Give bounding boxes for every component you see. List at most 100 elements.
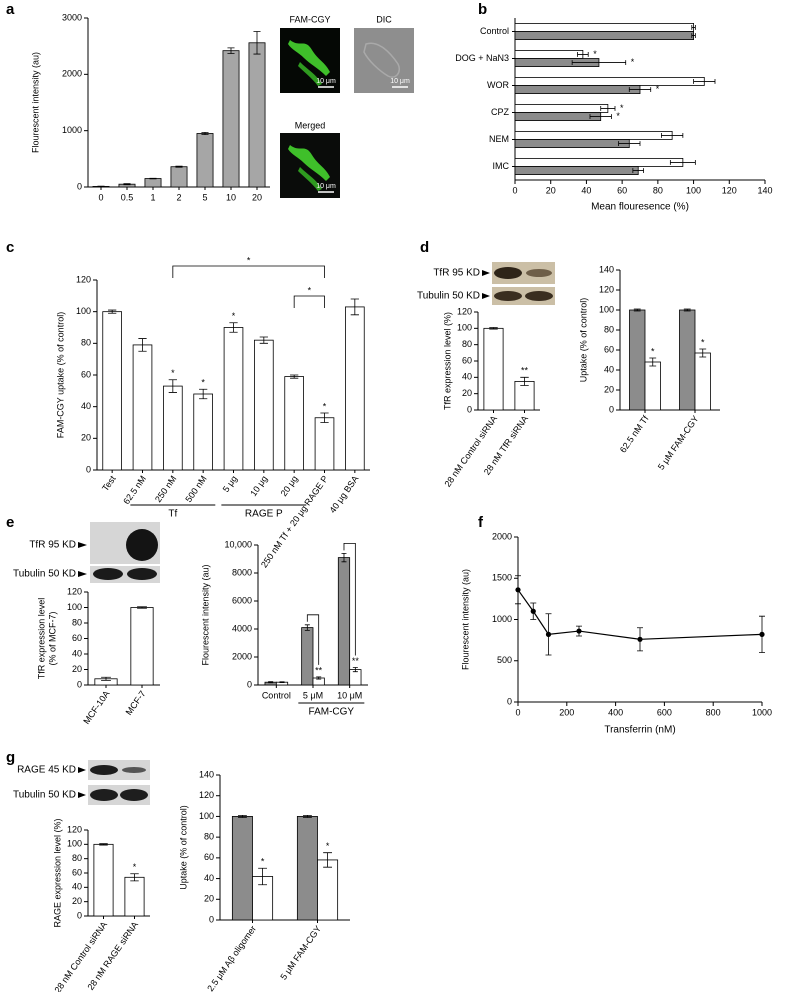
- y-tick-label: 0: [86, 464, 91, 474]
- significance-marker: *: [616, 111, 620, 121]
- x-tick-label: 400: [608, 707, 623, 717]
- bar: [193, 393, 213, 471]
- y-tick-label: 2000: [492, 531, 512, 541]
- bar: [223, 327, 244, 471]
- blot-arrow: [482, 293, 490, 299]
- error-bar: [520, 376, 529, 386]
- bracket-label: *: [308, 285, 312, 295]
- error-bar: [290, 374, 299, 379]
- cell-outline: [363, 42, 400, 78]
- error-bar: [341, 553, 347, 563]
- bar: [196, 133, 214, 188]
- y-tick-label: 10,000: [224, 539, 252, 549]
- blot-band: [122, 767, 146, 773]
- blot-arrow: [78, 767, 86, 773]
- error-bar: [199, 388, 208, 400]
- x-tick-label: 1: [150, 192, 155, 202]
- blot-label: Tubulin 50 KD: [417, 291, 480, 302]
- significance-marker: **: [352, 656, 360, 666]
- y-tick-label: Control: [480, 26, 509, 36]
- blot-label: Tubulin 50 KD: [13, 790, 76, 801]
- blot-band: [90, 789, 118, 801]
- y-axis-title: Uptake (% of control): [578, 298, 588, 383]
- point: [637, 636, 643, 642]
- blot-band: [93, 568, 123, 580]
- y-tick-label: 60: [604, 344, 614, 354]
- y-tick-label: 20: [81, 433, 91, 443]
- bar: [694, 352, 711, 411]
- x-tick-label: 20: [252, 192, 262, 202]
- bar: [514, 31, 694, 41]
- bar: [514, 104, 609, 113]
- bar: [679, 309, 696, 411]
- x-tick-label: 60: [617, 185, 627, 195]
- error-bar: [633, 308, 641, 312]
- x-tick-label: 40: [581, 185, 591, 195]
- error-bar: [693, 79, 716, 84]
- cell-signal: [288, 145, 330, 181]
- blot-arrow: [78, 792, 86, 798]
- error-bar: [97, 185, 105, 188]
- error-bar: [237, 814, 247, 818]
- bar: [296, 816, 318, 921]
- bar: [124, 876, 145, 917]
- panel-letter: a: [6, 1, 15, 18]
- error-bar: [669, 160, 696, 165]
- y-tick-label: 60: [72, 867, 82, 877]
- line: [517, 589, 763, 640]
- significance-marker: *: [201, 378, 205, 388]
- error-bar: [577, 52, 589, 57]
- y-axis-title: FAM-CGY uptake (% of control): [55, 312, 65, 438]
- error-bar: [628, 87, 652, 92]
- error-bar: [350, 298, 359, 316]
- x-axis-title: Mean flouresence (%): [591, 202, 689, 213]
- x-tick-label: 0: [515, 707, 520, 717]
- bar: [144, 178, 162, 188]
- y-tick-label: 40: [462, 372, 472, 382]
- y-tick-label: IMC: [493, 161, 510, 171]
- blot-arrow: [78, 571, 87, 577]
- significance-marker: **: [315, 665, 323, 675]
- significance-marker: *: [232, 311, 236, 321]
- x-tick-label: 80: [653, 185, 663, 195]
- y-axis-title: Flourescent intensity (au): [200, 564, 210, 665]
- error-bar: [253, 31, 261, 55]
- cell-signal: [298, 167, 322, 191]
- x-tick-label: 100: [686, 185, 701, 195]
- y-tick-label: 0: [77, 910, 82, 920]
- y-tick-label: 20: [72, 664, 82, 674]
- blot-group: TfR 95 KD Tubulin 50 KD: [417, 262, 555, 305]
- bar: [248, 42, 266, 188]
- bar: [301, 627, 314, 686]
- error-bar: [691, 33, 696, 38]
- y-tick-label: 120: [457, 306, 472, 316]
- error-bar: [138, 338, 147, 352]
- blot-band: [525, 291, 553, 301]
- y-tick-label: 40: [604, 364, 614, 374]
- y-tick-label: CPZ: [491, 107, 510, 117]
- error-bar: [149, 177, 157, 180]
- micrograph-title: DIC: [376, 14, 392, 24]
- y-tick-label: 120: [67, 586, 82, 596]
- bar: [514, 22, 694, 32]
- bar: [254, 339, 274, 471]
- y-tick-label: 40: [72, 882, 82, 892]
- significance-marker: *: [323, 401, 327, 411]
- blot-label: RAGE 45 KD: [17, 765, 76, 776]
- error-bar: [130, 873, 139, 882]
- bar: [514, 112, 602, 122]
- significance-marker: *: [631, 57, 635, 67]
- y-tick-label: 0: [77, 679, 82, 689]
- point: [576, 628, 582, 634]
- y-tick-label: 0: [247, 679, 252, 689]
- error-bar: [683, 308, 691, 312]
- y-tick-label: 40: [72, 648, 82, 658]
- blot-group: TfR 95 KD Tubulin 50 KD: [13, 522, 160, 583]
- point: [515, 587, 521, 593]
- x-tick-label: 0: [98, 192, 103, 202]
- bar: [317, 859, 339, 921]
- significance-marker: *: [651, 346, 655, 356]
- x-tick-label: 10 μM: [337, 690, 362, 700]
- y-tick-label: 100: [67, 602, 82, 612]
- y-tick-label: 6000: [232, 595, 252, 605]
